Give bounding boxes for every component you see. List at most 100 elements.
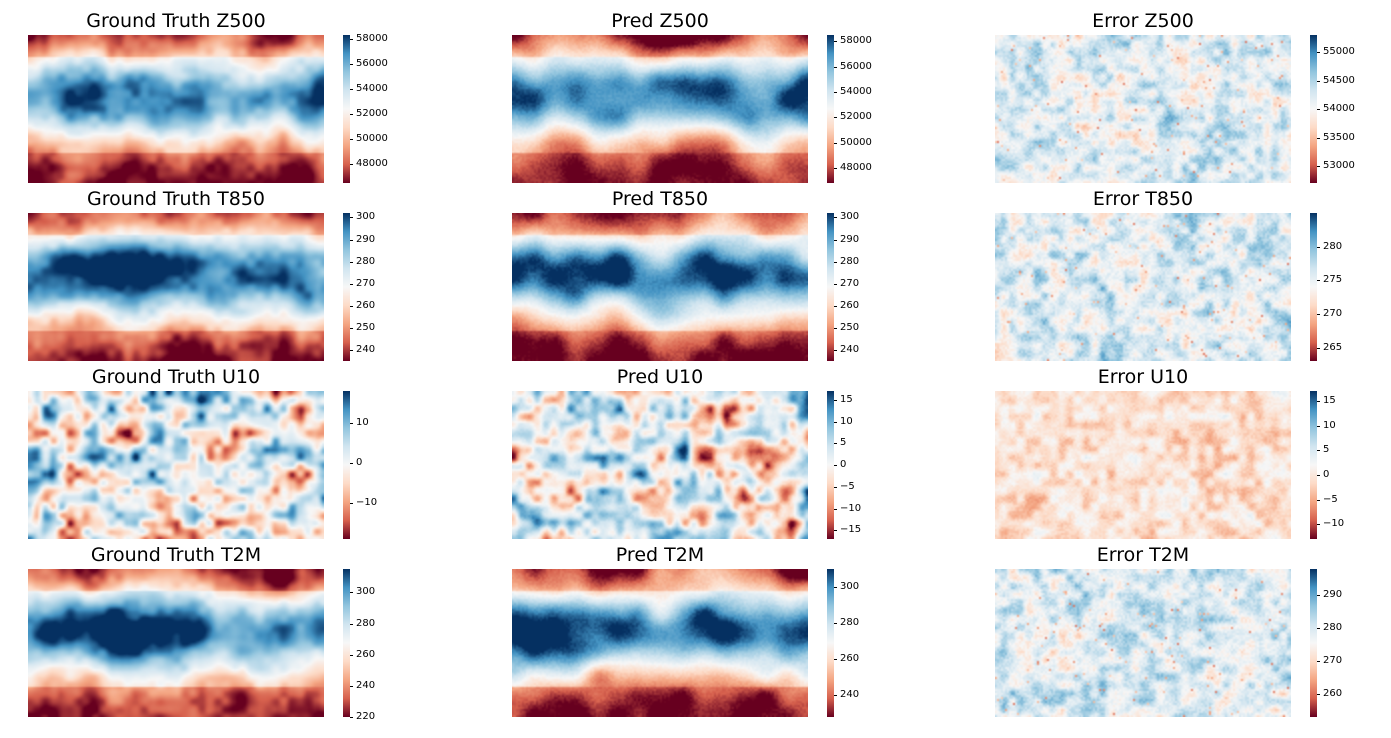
colorbar bbox=[827, 391, 834, 539]
colorbar-tick-mark bbox=[350, 164, 353, 166]
colorbar-tick-label: 58000 bbox=[356, 32, 388, 44]
colorbar-tick: 265 bbox=[1317, 342, 1387, 353]
colorbar-tick: 280 bbox=[834, 256, 904, 267]
colorbar-tick-label: 48000 bbox=[356, 158, 388, 170]
colorbar-tick-mark bbox=[834, 399, 837, 401]
colorbar-tick-mark bbox=[1317, 347, 1320, 349]
colorbar-tick-mark bbox=[350, 503, 353, 504]
colorbar-tick-label: 260 bbox=[1323, 688, 1343, 699]
colorbar-tick-label: 5 bbox=[1323, 444, 1330, 456]
colorbar-tick-mark bbox=[1317, 165, 1320, 167]
colorbar-tick-mark bbox=[1317, 661, 1320, 663]
colorbar-tick-mark bbox=[1317, 595, 1320, 597]
colorbar-tick: 55000 bbox=[1317, 46, 1387, 57]
colorbar-tick: −5 bbox=[1317, 494, 1387, 505]
colorbar-tick-label: 10 bbox=[1323, 419, 1336, 431]
panel-error-t2m: Error T2M 290 280 270 260 bbox=[995, 544, 1391, 722]
colorbar-tick: 56000 bbox=[834, 61, 904, 72]
colorbar-tick: −10 bbox=[834, 503, 904, 514]
heatmap-map bbox=[512, 391, 808, 539]
colorbar-tick-label: 290 bbox=[1323, 589, 1343, 601]
colorbar-tick: 220 bbox=[350, 711, 420, 722]
colorbar-tick-label: −15 bbox=[840, 524, 862, 536]
colorbar-tick-mark bbox=[834, 305, 837, 307]
colorbar-tick: −10 bbox=[1317, 518, 1387, 529]
colorbar-tick: 54000 bbox=[834, 86, 904, 97]
colorbar-tick-label: 240 bbox=[840, 344, 860, 355]
colorbar-tick-mark bbox=[834, 659, 837, 661]
colorbar-tick-mark bbox=[350, 592, 353, 594]
colorbar-tick: 15 bbox=[1317, 395, 1387, 406]
colorbar bbox=[343, 213, 350, 361]
colorbar-tick-mark bbox=[834, 117, 837, 119]
panel-gt-t850: Ground Truth T850 300 290 280 270 260 250 240 bbox=[28, 188, 428, 366]
colorbar-tick-mark bbox=[1317, 694, 1320, 695]
colorbar-tick: 54000 bbox=[350, 83, 420, 94]
colorbar-tick-label: 290 bbox=[356, 233, 376, 245]
colorbar-tick: −5 bbox=[834, 481, 904, 492]
colorbar-ticks: 290 280 270 260 bbox=[1317, 569, 1387, 717]
colorbar-tick: 290 bbox=[350, 234, 420, 245]
colorbar-tick: 240 bbox=[834, 689, 904, 700]
colorbar-tick-label: 53500 bbox=[1323, 131, 1355, 143]
colorbar-tick-mark bbox=[350, 261, 353, 263]
colorbar-tick: 260 bbox=[350, 649, 420, 660]
colorbar-tick-mark bbox=[350, 327, 353, 329]
colorbar-tick-label: 280 bbox=[840, 617, 860, 629]
colorbar-tick-mark bbox=[834, 350, 837, 351]
colorbar bbox=[1310, 213, 1317, 361]
colorbar-tick: 290 bbox=[1317, 589, 1387, 600]
panel-title: Pred Z500 bbox=[611, 10, 709, 32]
colorbar-tick: 270 bbox=[1317, 655, 1387, 666]
colorbar-tick-mark bbox=[350, 305, 353, 307]
panel-title: Error T2M bbox=[1096, 544, 1190, 566]
colorbar-tick: 240 bbox=[834, 344, 904, 355]
colorbar-tick-mark bbox=[834, 167, 837, 169]
colorbar-tick-label: −10 bbox=[840, 502, 862, 514]
colorbar-tick-label: 50000 bbox=[840, 136, 872, 148]
panel-title: Ground Truth U10 bbox=[91, 366, 261, 388]
colorbar-tick: 300 bbox=[834, 581, 904, 592]
colorbar-tick-label: 240 bbox=[356, 679, 376, 691]
colorbar-tick: 53500 bbox=[1317, 132, 1387, 143]
colorbar-tick-mark bbox=[834, 327, 837, 329]
heatmap-map bbox=[512, 35, 808, 183]
colorbar-tick-mark bbox=[834, 283, 837, 285]
colorbar-tick: 300 bbox=[350, 586, 420, 597]
colorbar-tick-label: 48000 bbox=[840, 161, 872, 173]
heatmap-map bbox=[28, 35, 324, 183]
colorbar-tick-label: 56000 bbox=[840, 60, 872, 72]
colorbar-tick-label: 280 bbox=[356, 255, 376, 267]
colorbar-tick-label: 280 bbox=[356, 617, 376, 629]
heatmap-map bbox=[28, 391, 324, 539]
colorbar-tick-mark bbox=[834, 41, 837, 43]
colorbar-tick-mark bbox=[834, 66, 837, 68]
colorbar-tick-mark bbox=[1317, 524, 1320, 526]
colorbar bbox=[343, 569, 350, 717]
colorbar-tick: 260 bbox=[350, 300, 420, 311]
colorbar-tick-mark bbox=[834, 239, 837, 241]
panel-pred-t2m: Pred T2M 300 280 260 240 bbox=[512, 544, 912, 722]
colorbar-tick-label: 54000 bbox=[356, 82, 388, 94]
colorbar-tick-label: −10 bbox=[1323, 518, 1345, 530]
colorbar-tick-mark bbox=[350, 685, 353, 687]
colorbar-tick: 240 bbox=[350, 344, 420, 355]
colorbar-tick: 240 bbox=[350, 680, 420, 691]
colorbar bbox=[827, 569, 834, 717]
colorbar-tick: 300 bbox=[350, 211, 420, 222]
colorbar-ticks: 300 280 260 240 bbox=[834, 569, 904, 717]
colorbar-tick-mark bbox=[350, 88, 353, 90]
colorbar-tick: 53000 bbox=[1317, 160, 1387, 171]
colorbar-ticks: 280 275 270 265 bbox=[1317, 213, 1387, 361]
colorbar-tick-label: 300 bbox=[840, 211, 860, 223]
colorbar-tick-label: 270 bbox=[840, 277, 860, 289]
colorbar-tick: 5 bbox=[834, 437, 904, 448]
colorbar-tick-label: 260 bbox=[840, 299, 860, 311]
colorbar-tick: 260 bbox=[834, 653, 904, 664]
colorbar-tick: 250 bbox=[834, 322, 904, 333]
colorbar-tick: 58000 bbox=[834, 35, 904, 46]
colorbar-tick-label: 220 bbox=[356, 711, 376, 722]
colorbar-tick-label: 250 bbox=[356, 321, 376, 333]
colorbar-tick-mark bbox=[834, 695, 837, 697]
colorbar-tick-label: 270 bbox=[1323, 307, 1343, 319]
